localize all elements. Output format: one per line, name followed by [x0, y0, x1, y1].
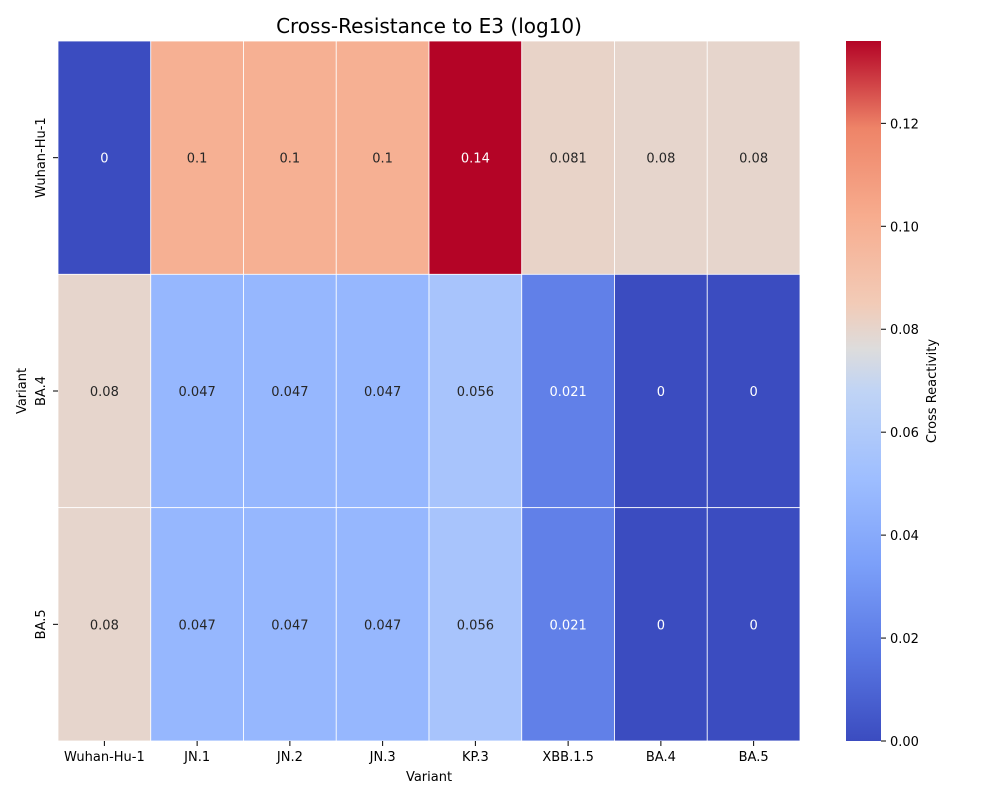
cell-value-label: 0.047 [271, 385, 308, 400]
x-tick-label: XBB.1.5 [542, 750, 594, 765]
heatmap-cell [150, 507, 244, 742]
cell-value-label: 0.081 [550, 152, 587, 167]
colorbar-label: Cross Reactivity [925, 339, 940, 443]
cell-value-label: 0.08 [90, 385, 119, 400]
y-axis-ticks: Wuhan-Hu-1 BA.4 BA.5 [34, 117, 58, 639]
heatmap-cell [335, 273, 430, 509]
cell-value-label: 0.047 [271, 618, 308, 633]
heatmap-cell [614, 40, 708, 275]
heatmap-cell [706, 507, 801, 742]
heatmap-cell [614, 273, 708, 509]
heatmap-cell [57, 40, 152, 275]
cell-value-label: 0 [749, 385, 757, 400]
cell-value-label: 0.1 [187, 152, 208, 167]
cell-value-label: 0.021 [550, 618, 587, 633]
cell-value-label: 0.047 [179, 618, 216, 633]
heatmap-cell [335, 40, 430, 275]
cell-value-label: 0 [749, 618, 757, 633]
heatmap-cell [335, 507, 430, 742]
x-tick-label: KP.3 [462, 750, 489, 765]
x-tick-label: BA.4 [646, 750, 676, 765]
cell-value-label: 0.08 [90, 618, 119, 633]
x-tick-label: Wuhan-Hu-1 [64, 750, 145, 765]
cell-value-label: 0 [100, 152, 108, 167]
cell-value-label: 0.047 [179, 385, 216, 400]
chart-title: Cross-Resistance to E3 (log10) [276, 14, 582, 38]
cell-value-label: 0 [657, 618, 665, 633]
x-tick-label: BA.5 [739, 750, 769, 765]
colorbar-tick-label: 0.02 [890, 632, 919, 647]
heatmap-cell-labels: 0 0.1 0.1 0.1 0.14 0.081 0.08 0.08 0.08 0.047 0.04… [90, 152, 768, 634]
colorbar-tick-label: 0.12 [890, 117, 919, 132]
y-tick-label: BA.4 [34, 376, 49, 406]
cell-value-label: 0 [657, 385, 665, 400]
cell-value-label: 0.047 [364, 618, 401, 633]
y-tick-label: BA.5 [34, 609, 49, 639]
colorbar-tick-label: 0.08 [890, 323, 919, 338]
heatmap-cell [243, 507, 337, 742]
cell-value-label: 0.047 [364, 385, 401, 400]
y-axis-label: Variant [15, 368, 30, 414]
heatmap-cell [428, 507, 523, 742]
colorbar-tick-label: 0.10 [890, 220, 919, 235]
heatmap-cell [521, 40, 615, 275]
x-tick-label: JN.1 [183, 750, 210, 765]
heatmap-cell [521, 507, 615, 742]
cell-value-label: 0.08 [739, 152, 768, 167]
x-tick-label: JN.2 [276, 750, 303, 765]
x-axis-label: Variant [406, 770, 452, 785]
cell-value-label: 0.021 [550, 385, 587, 400]
heatmap-cell [428, 40, 523, 275]
cell-value-label: 0.1 [372, 152, 393, 167]
colorbar-tick-label: 0.04 [890, 529, 919, 544]
cell-value-label: 0.14 [461, 152, 490, 167]
colorbar-ticks: 0.00 0.02 0.04 0.06 0.08 0.10 0.12 [881, 117, 919, 750]
y-tick-label: Wuhan-Hu-1 [34, 117, 49, 198]
heatmap-cell [614, 507, 708, 742]
heatmap-cell [428, 273, 523, 509]
heatmap-cell [150, 40, 244, 275]
heatmap-cell [57, 507, 152, 742]
heatmap-cell [243, 40, 337, 275]
colorbar [846, 41, 881, 741]
colorbar-tick-label: 0.06 [890, 426, 919, 441]
x-axis-ticks: Wuhan-Hu-1 JN.1 JN.2 JN.3 KP.3 XBB.1.5 BA.4 BA.… [64, 741, 769, 765]
cell-value-label: 0.056 [457, 618, 494, 633]
cell-value-label: 0.08 [646, 152, 675, 167]
cell-value-label: 0.056 [457, 385, 494, 400]
heatmap-cells [57, 40, 801, 742]
heatmap-cell [521, 273, 615, 509]
cell-value-label: 0.1 [280, 152, 301, 167]
heatmap-cell [706, 40, 801, 275]
heatmap-cell [150, 273, 244, 509]
x-tick-label: JN.3 [369, 750, 396, 765]
colorbar-tick-label: 0.00 [890, 735, 919, 750]
heatmap-cell [706, 273, 801, 509]
